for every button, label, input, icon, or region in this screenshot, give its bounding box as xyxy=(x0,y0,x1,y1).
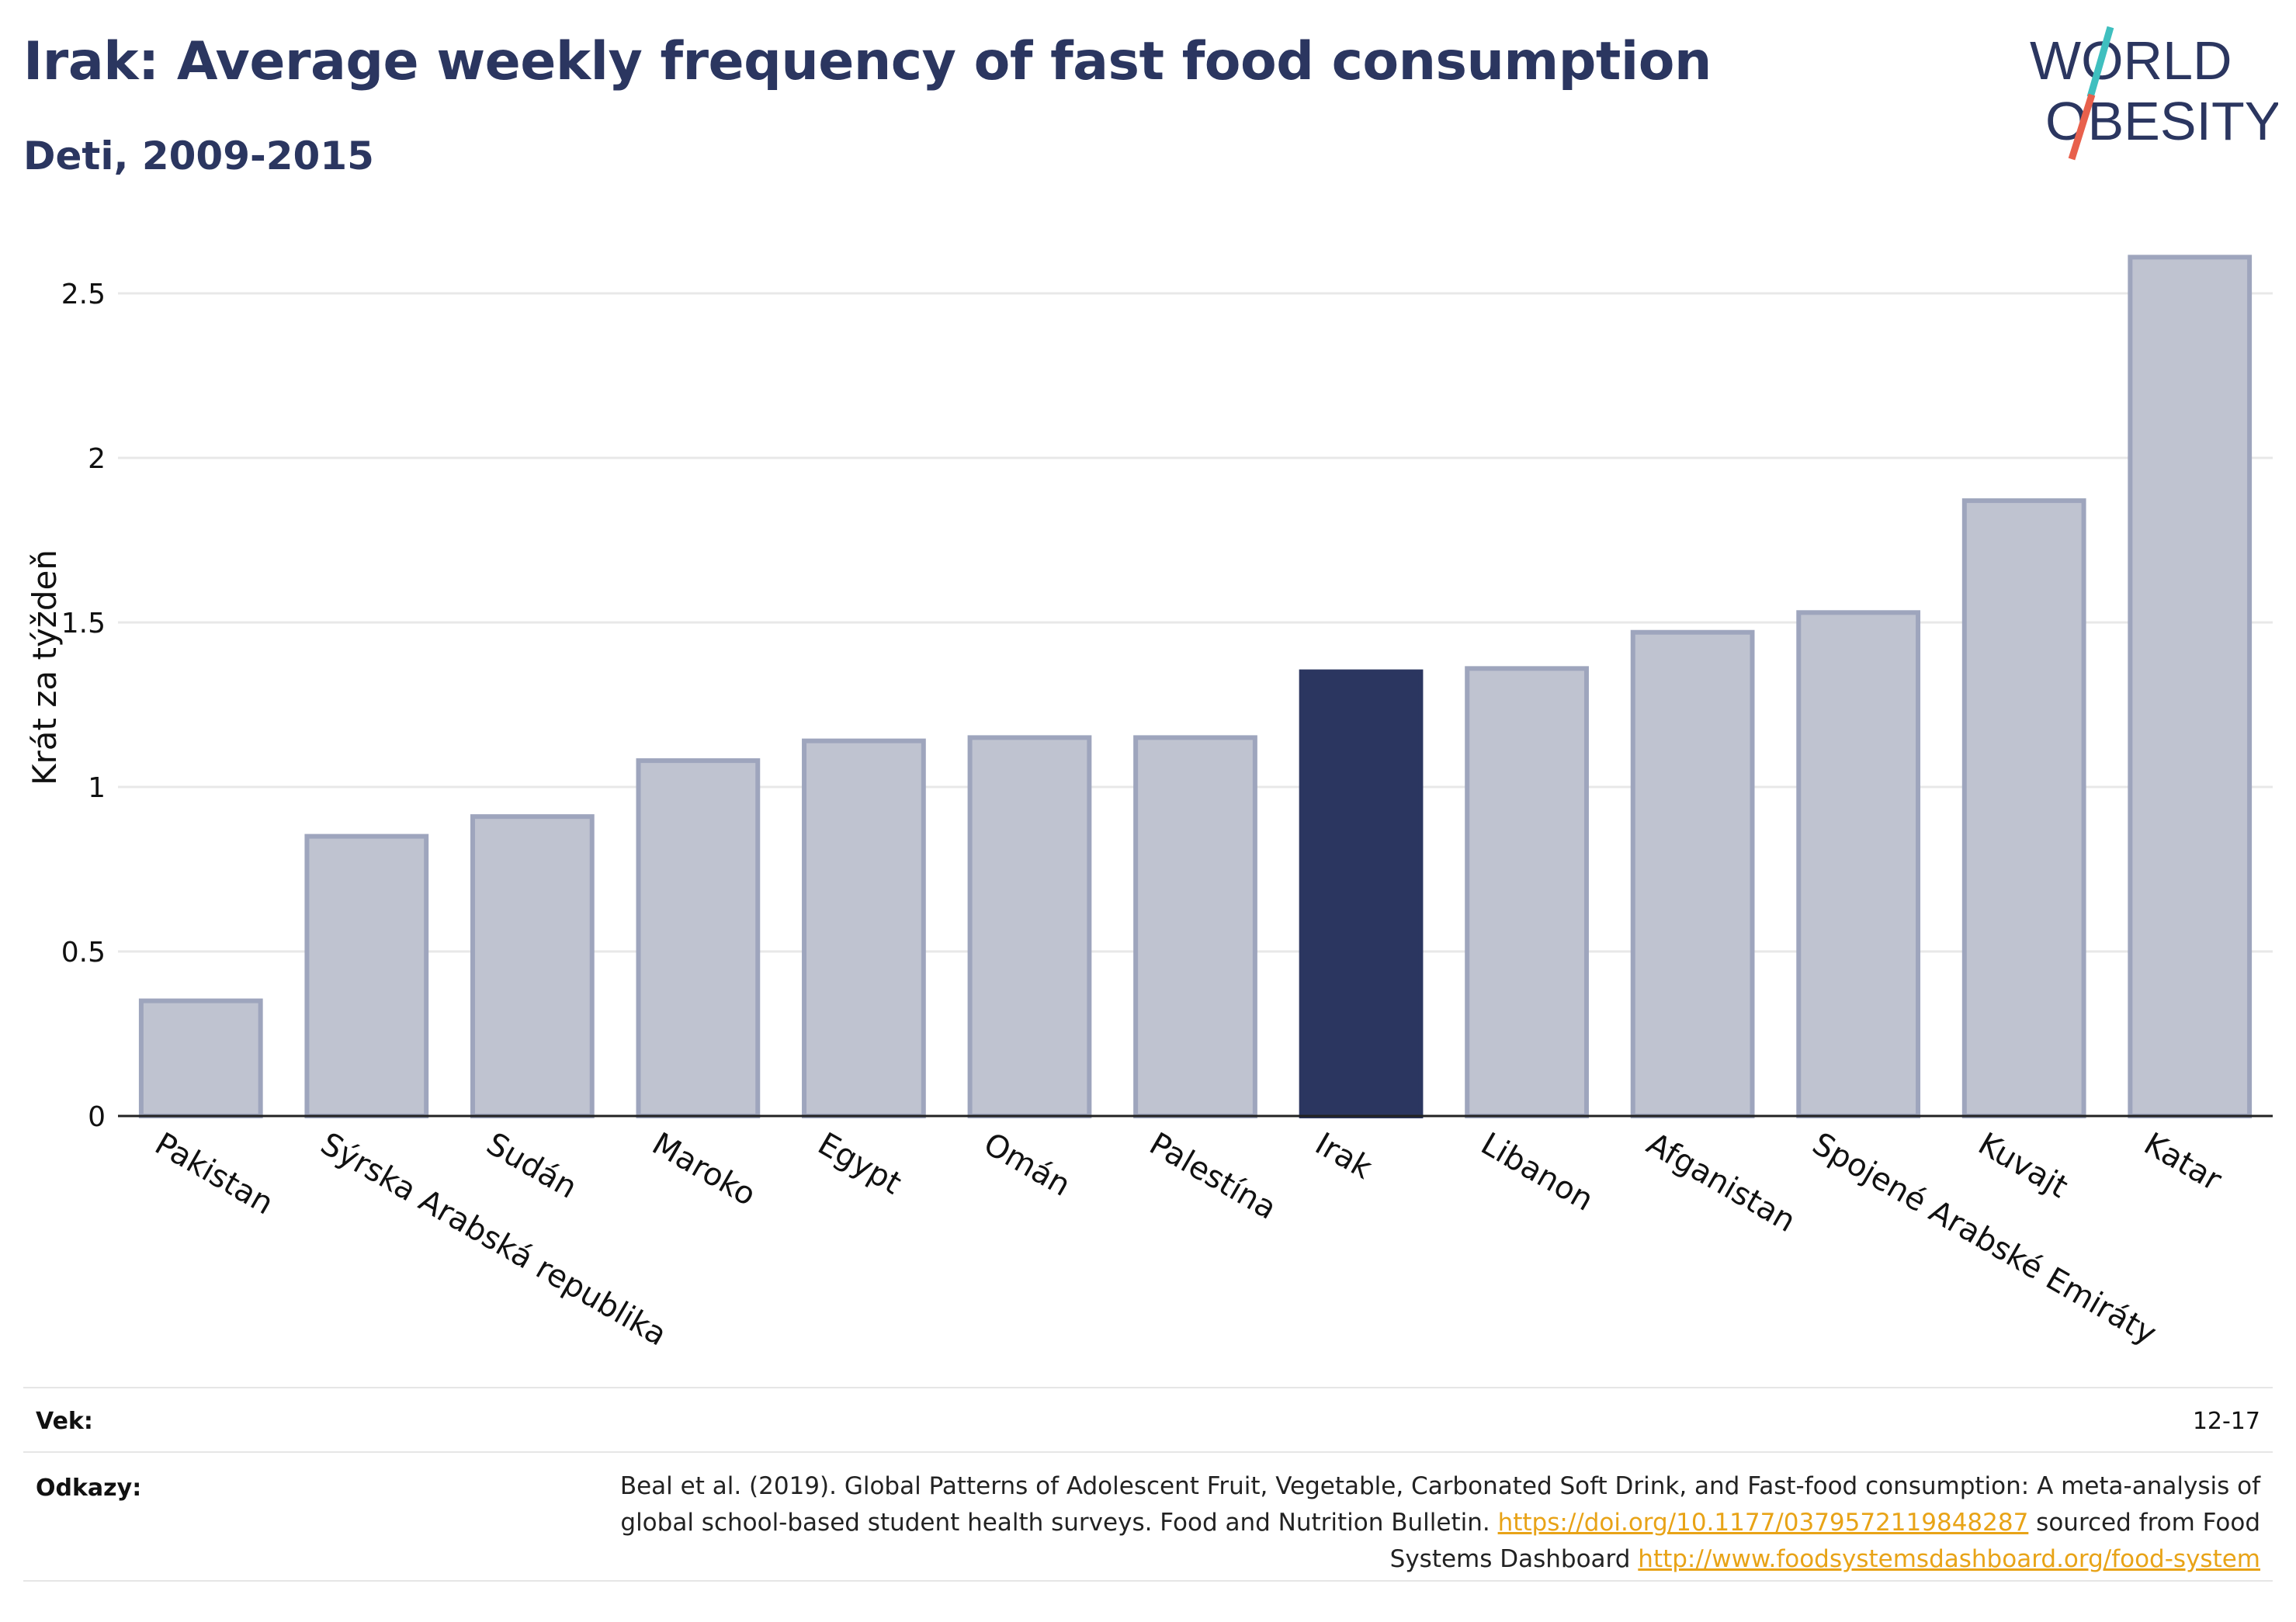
x-tick-label: Pakistan xyxy=(149,1126,279,1222)
y-tick-label: 1 xyxy=(88,772,106,804)
x-tick-label: Palestína xyxy=(1143,1126,1282,1227)
y-tick-labels: 0 0.5 1 1.5 2 2.5 xyxy=(61,279,106,1133)
logo-slash-top xyxy=(2086,26,2114,99)
age-value: 12-17 xyxy=(2192,1408,2260,1435)
bar-irak xyxy=(1299,669,1424,1118)
footer-divider-middle xyxy=(23,1451,2273,1453)
y-tick-label: 0 xyxy=(88,1101,106,1133)
refs-text-2: sourced from Food Systems Dashboard xyxy=(1389,1509,2260,1573)
bar-katar xyxy=(2128,255,2253,1118)
bar-pakistan xyxy=(138,998,263,1118)
x-tick-label: Irak xyxy=(1309,1126,1379,1187)
x-tick-label: Afganistan xyxy=(1641,1126,1802,1239)
logo-slash-bottom xyxy=(2068,93,2096,161)
footer-divider-bottom xyxy=(23,1580,2273,1582)
y-tick-label: 2.5 xyxy=(61,279,106,310)
chart-title: Irak: Average weekly frequency of fast f… xyxy=(23,31,1712,92)
y-tick-label: 1.5 xyxy=(61,608,106,639)
x-tick-label: Libanon xyxy=(1475,1126,1599,1218)
footer-divider-top xyxy=(23,1387,2273,1388)
x-tick-label: Egypt xyxy=(812,1126,907,1202)
bar-sýrska-arabská-republika xyxy=(304,834,429,1118)
bar-spojené-arabské-emiráty xyxy=(1796,610,1921,1118)
bar-chart: 0 0.5 1 1.5 2 2.5 Pakistan Sýrska Arabská repu… xyxy=(26,255,2273,1353)
refs-label: Odkazy: xyxy=(36,1475,142,1502)
logo-line1: WORLD xyxy=(2030,30,2232,91)
bars xyxy=(138,255,2253,1119)
x-tick-label: Katar xyxy=(2138,1126,2228,1198)
bar-afganistan xyxy=(1630,629,1755,1118)
age-label: Vek: xyxy=(36,1408,93,1435)
dashboard-link[interactable]: http://www.foodsystemsdashboard.org/food… xyxy=(1638,1545,2260,1573)
y-tick-label: 0.5 xyxy=(61,937,106,969)
chart-subtitle: Deti, 2009-2015 xyxy=(23,133,374,178)
y-tick-label: 2 xyxy=(88,443,106,475)
refs-text-1: Beal et al. (2019). Global Patterns of A… xyxy=(619,1472,2260,1537)
bar-libanon xyxy=(1465,666,1589,1118)
x-tick-label: Kuvajt xyxy=(1972,1126,2074,1205)
bar-sudán xyxy=(470,814,595,1119)
world-obesity-logo: WORLD OBESITY xyxy=(2030,26,2278,161)
bar-omán xyxy=(967,735,1092,1119)
x-tick-label: Sudán xyxy=(480,1126,583,1206)
bar-maroko xyxy=(636,758,761,1119)
bar-kuvajt xyxy=(1961,498,2086,1118)
y-axis-label: Krát za týždeň xyxy=(26,549,64,785)
doi-link[interactable]: https://doi.org/10.1177/0379572119848287 xyxy=(1497,1509,2029,1537)
x-tick-label: Maroko xyxy=(646,1126,761,1213)
bar-egypt xyxy=(802,738,926,1118)
references: Beal et al. (2019). Global Patterns of A… xyxy=(568,1468,2260,1578)
bar-palestína xyxy=(1133,735,1257,1119)
x-tick-label: Omán xyxy=(977,1126,1076,1204)
